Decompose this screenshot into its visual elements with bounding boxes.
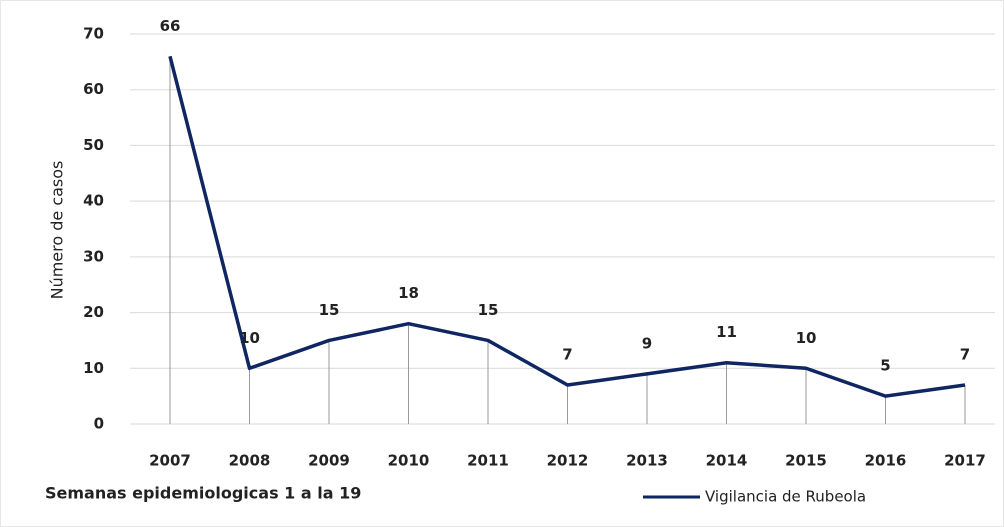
x-tick-label: 2008 [229,452,271,470]
data-label: 18 [398,284,419,302]
y-tick-label: 50 [83,136,104,154]
x-tick-label: 2009 [308,452,350,470]
y-tick-label: 30 [83,247,104,265]
x-tick-label: 2011 [467,452,509,470]
x-tick-label: 2017 [944,452,986,470]
data-label: 15 [478,301,499,319]
x-tick-label: 2013 [626,452,668,470]
data-label: 7 [562,346,572,364]
data-label: 66 [160,17,181,35]
data-label: 15 [319,301,340,319]
data-label: 11 [716,323,737,341]
data-label: 10 [239,329,260,347]
x-tick-label: 2007 [149,452,191,470]
data-label: 9 [642,334,652,352]
data-line [168,55,966,398]
y-tick-label: 40 [83,192,104,210]
x-tick-label: 2010 [388,452,430,470]
x-tick-label: 2016 [865,452,907,470]
legend-label: Vigilancia de Rubeola [705,488,866,506]
y-tick-label: 10 [83,359,104,377]
x-tick-label: 2015 [785,452,827,470]
y-tick-label: 0 [94,415,104,433]
y-tick-label: 20 [83,303,104,321]
y-tick-label: 60 [83,80,104,98]
x-tick-label: 2014 [706,452,748,470]
x-tick-label: 2012 [547,452,589,470]
y-axis-title: Número de casos [48,161,67,300]
x-axis-title: Semanas epidemiologicas 1 a la 19 [45,484,361,503]
data-label: 5 [880,357,890,375]
y-tick-label: 70 [83,25,104,43]
data-label: 10 [796,329,817,347]
data-label: 7 [960,346,970,364]
